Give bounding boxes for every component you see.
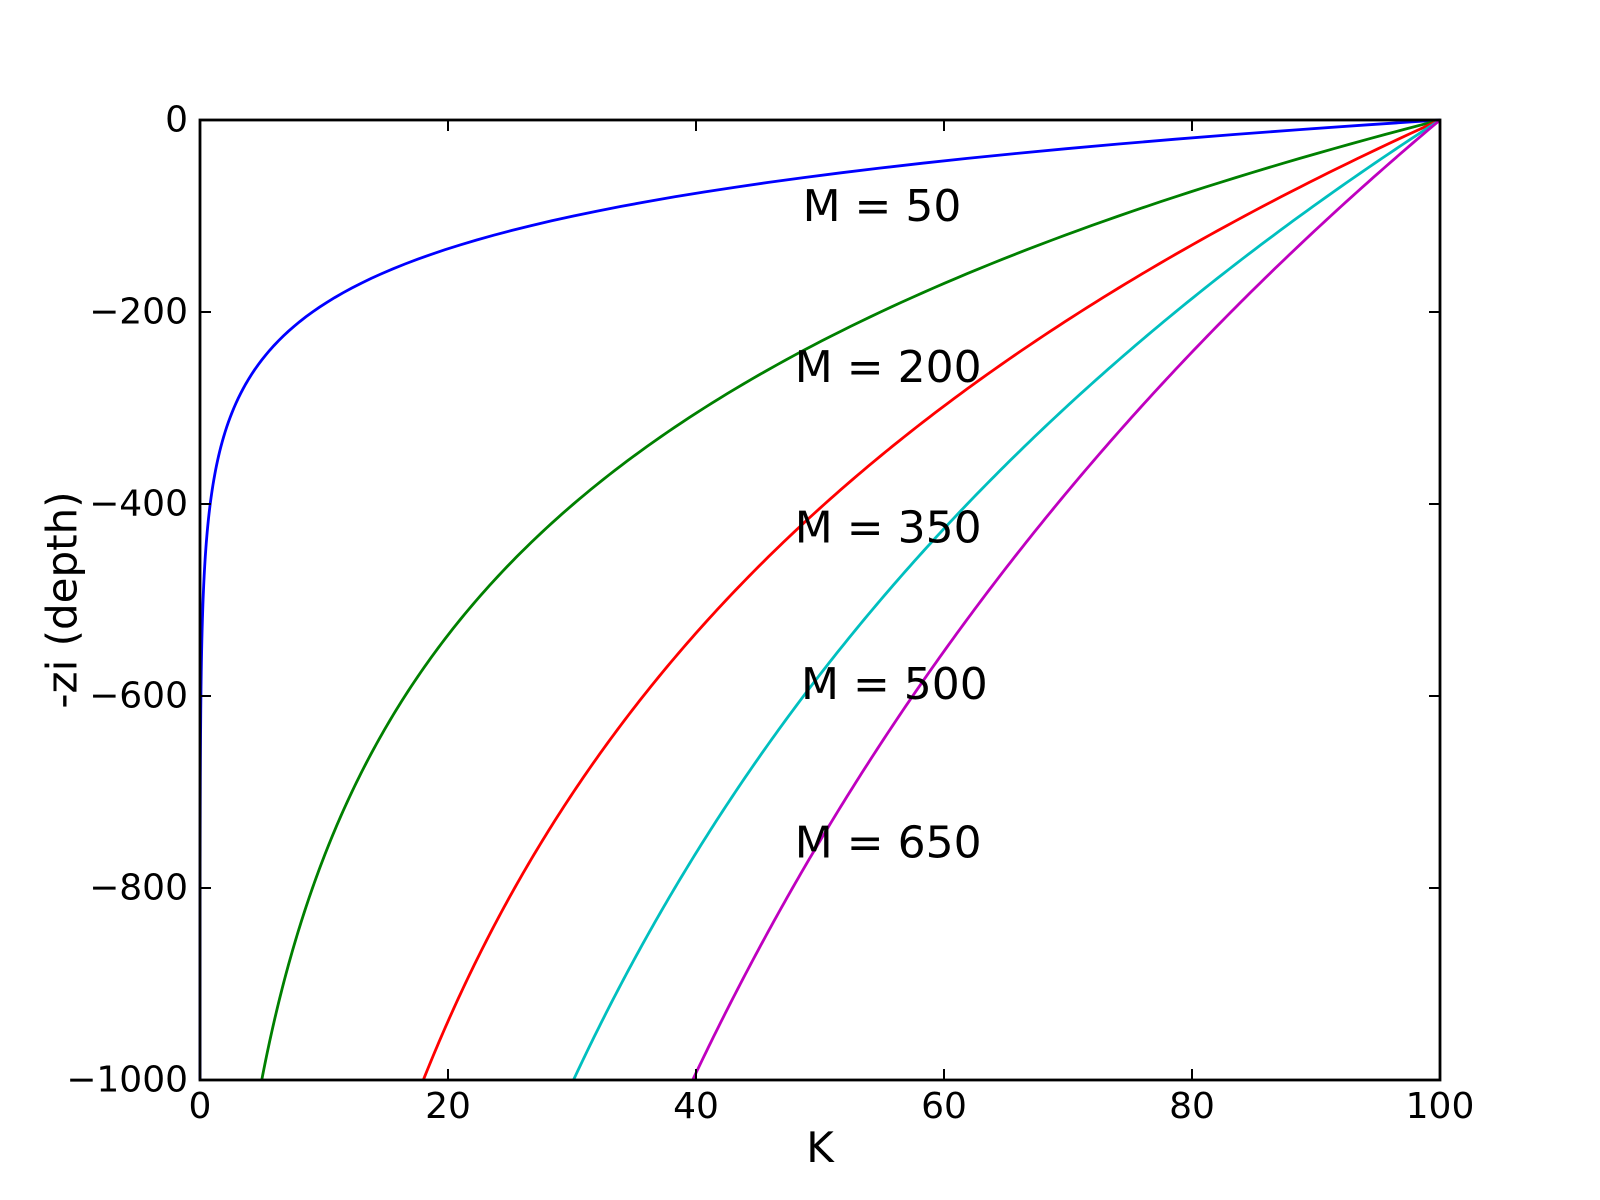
y-tick-label: 0 — [165, 100, 188, 141]
x-tick-label: 60 — [921, 1086, 967, 1127]
y-axis-label: -zi (depth) — [38, 491, 87, 708]
series-line-m650 — [691, 118, 1441, 1081]
x-tick-label: 40 — [673, 1086, 719, 1127]
annotation-m500: M = 500 — [801, 659, 988, 710]
annotation-m350: M = 350 — [795, 503, 982, 554]
annotation-m50: M = 50 — [803, 181, 962, 232]
annotation-m650: M = 650 — [795, 817, 982, 868]
series-line-m350 — [422, 118, 1441, 1081]
annotation-m200: M = 200 — [795, 342, 982, 393]
x-tick-label: 0 — [189, 1086, 212, 1127]
y-tick-label: −200 — [89, 292, 188, 333]
y-tick-label: −800 — [89, 868, 188, 909]
x-axis-label: K — [806, 1123, 835, 1172]
series-line-m200 — [260, 118, 1441, 1081]
y-tick-label: −1000 — [66, 1060, 188, 1101]
y-tick-label: −600 — [89, 676, 188, 717]
axes-frame — [198, 118, 1442, 1082]
y-tick-label: −400 — [89, 484, 188, 525]
x-tick-label: 20 — [425, 1086, 471, 1127]
x-tick-label: 100 — [1406, 1086, 1475, 1127]
series-line-m500 — [572, 118, 1441, 1081]
x-tick-label: 80 — [1169, 1086, 1215, 1127]
